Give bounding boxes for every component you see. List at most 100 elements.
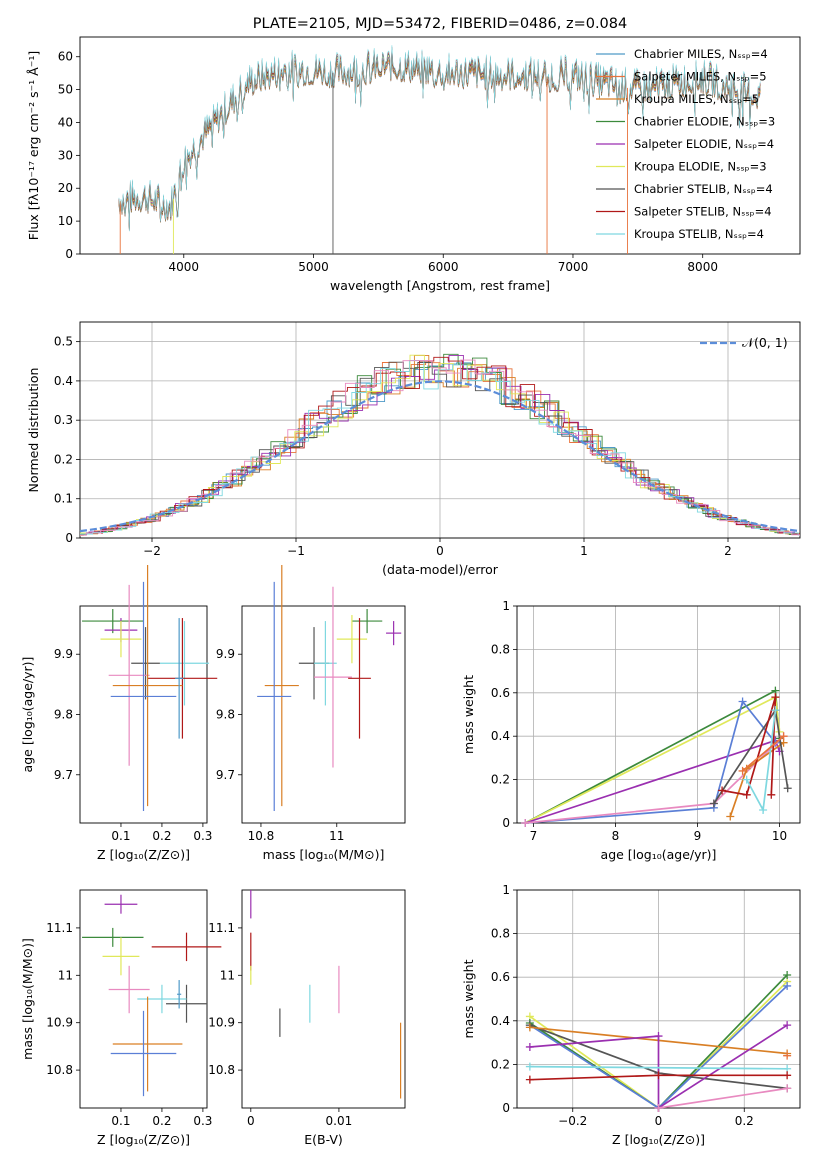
- y-axis-label: mass weight: [461, 959, 476, 1038]
- panel-residuals: −2 −1 0 1 2 0 0.1 0.2 0.3 0.4 0.5 (data-model)/erro…: [26, 321, 801, 577]
- y-tick-label: 0.2: [54, 452, 73, 466]
- x-tick-label: 10: [772, 829, 787, 843]
- y-tick-label: 9.7: [216, 768, 235, 782]
- y-tick-label: 0.6: [491, 970, 510, 984]
- x-tick-label: 0.01: [326, 1114, 353, 1128]
- y-tick-label: 10.9: [208, 1016, 235, 1030]
- x-tick-label: 4000: [169, 260, 200, 274]
- y-tick-label: 10: [58, 214, 73, 228]
- y-tick-label: 11.1: [46, 921, 73, 935]
- x-axis-label: E(B-V): [304, 1132, 343, 1147]
- axes-frame: [241, 889, 406, 1109]
- y-tick-label: 60: [58, 50, 73, 64]
- panel-mass-age: 10.8 11 9.7 9.8 9.9 mass [log₁₀(M/M⊙)]: [216, 565, 406, 862]
- y-tick-label: 11.1: [208, 921, 235, 935]
- series-marker: [718, 786, 727, 795]
- x-tick-label: 7: [530, 829, 538, 843]
- series-line: [529, 1065, 788, 1070]
- y-tick-label: 0: [65, 247, 73, 261]
- y-tick-label: 0.4: [491, 729, 510, 743]
- series-marker: [783, 1084, 792, 1093]
- x-tick-label: 0: [436, 544, 444, 558]
- x-tick-label: 5000: [298, 260, 329, 274]
- y-tick-label: 1: [502, 883, 510, 897]
- y-tick-label: 0: [502, 1101, 510, 1115]
- y-tick-label: 0.4: [54, 374, 73, 388]
- x-tick-label: 0.2: [735, 1114, 754, 1128]
- x-tick-label: 9: [694, 829, 702, 843]
- y-tick-label: 0.2: [491, 773, 510, 787]
- x-tick-label: 7000: [558, 260, 589, 274]
- series-marker: [783, 1021, 792, 1030]
- legend-label: Chabrier ELODIE, Nₛₛₚ=3: [634, 115, 775, 129]
- y-axis-label: mass [log₁₀(M/M⊙)]: [20, 938, 35, 1060]
- y-tick-label: 1: [502, 599, 510, 613]
- series-marker: [742, 775, 751, 784]
- x-axis-label: Z [log₁₀(Z/Z⊙)]: [97, 847, 190, 862]
- y-tick-label: 0.1: [54, 492, 73, 506]
- series-marker: [783, 971, 792, 980]
- histogram-step: [80, 359, 800, 536]
- series-marker: [738, 766, 747, 775]
- x-tick-label: 8000: [687, 260, 718, 274]
- series-marker: [726, 812, 735, 821]
- series-marker: [767, 790, 776, 799]
- series-marker: [525, 1042, 534, 1051]
- y-tick-label: 40: [58, 115, 73, 129]
- y-axis-label: mass weight: [461, 675, 476, 754]
- y-tick-label: 0.8: [491, 927, 510, 941]
- panel-age-weight: 7 8 9 10 0 0.2 0.4 0.6 0.8 1 age [log₁₀(age/yr)] ma…: [461, 599, 801, 862]
- x-tick-label: 0: [655, 1114, 663, 1128]
- x-tick-label: −0.2: [558, 1114, 587, 1128]
- series-marker: [783, 784, 792, 793]
- x-tick-label: 10.8: [248, 829, 275, 843]
- y-tick-label: 9.9: [216, 647, 235, 661]
- legend-label: Kroupa MILES, Nₛₛₚ=5: [634, 92, 759, 106]
- y-tick-label: 0: [65, 531, 73, 545]
- x-tick-label: 0.3: [193, 829, 212, 843]
- spectrum-line: [118, 45, 761, 232]
- x-tick-label: −1: [287, 544, 305, 558]
- series-marker: [521, 819, 530, 827]
- series-marker: [742, 790, 751, 799]
- panel-spectrum: 4000 5000 6000 7000 8000 0 10 20 30 40 50 60 wavelen…: [26, 16, 801, 293]
- series-line: [524, 695, 781, 824]
- y-tick-label: 9.8: [54, 708, 73, 722]
- y-tick-label: 10.8: [208, 1063, 235, 1077]
- series-marker: [525, 1062, 534, 1071]
- series-marker: [783, 1051, 792, 1060]
- x-axis-label: Z [log₁₀(Z/Z⊙)]: [612, 1132, 705, 1147]
- y-tick-label: 50: [58, 83, 73, 97]
- legend-label: Kroupa STELIB, Nₛₛₚ=4: [634, 227, 764, 241]
- y-tick-label: 10.9: [46, 1016, 73, 1030]
- series-marker: [771, 706, 780, 715]
- series-marker: [738, 697, 747, 706]
- series-line: [742, 735, 785, 772]
- legend-label: Salpeter STELIB, Nₛₛₚ=4: [634, 205, 772, 219]
- panel-z-mass: 0.1 0.2 0.3 10.8 10.9 11 11.1 Z [log₁₀(Z/Z⊙)] ma…: [20, 889, 222, 1147]
- x-tick-label: 0.2: [152, 829, 171, 843]
- gaussian-curve: [79, 380, 801, 533]
- series-marker: [783, 981, 792, 990]
- x-axis-label: age [log₁₀(age/yr)]: [601, 847, 717, 862]
- y-tick-label: 0.5: [54, 335, 73, 349]
- y-axis-label: Normed distribution: [26, 368, 41, 493]
- x-tick-label: 0.3: [193, 1114, 212, 1128]
- x-axis-label: Z [log₁₀(Z/Z⊙)]: [97, 1132, 190, 1147]
- x-tick-label: 0.1: [111, 1114, 130, 1128]
- series-marker: [709, 799, 718, 808]
- series-marker: [759, 805, 768, 814]
- series-marker: [654, 1071, 663, 1080]
- y-tick-label: 11: [58, 968, 73, 982]
- legend-label: 𝒩(0, 1): [742, 335, 788, 350]
- x-tick-label: 0.1: [111, 829, 130, 843]
- y-tick-label: 9.7: [54, 768, 73, 782]
- y-tick-label: 0.4: [491, 1014, 510, 1028]
- x-tick-label: 0: [247, 1114, 255, 1128]
- y-tick-label: 9.8: [216, 708, 235, 722]
- x-tick-label: 2: [724, 544, 732, 558]
- panel-z-weight: −0.2 0 0.2 0 0.2 0.4 0.6 0.8 1 Z [log₁₀(Z/Z⊙)] mas…: [461, 883, 801, 1147]
- x-axis-label: wavelength [Angstrom, rest frame]: [330, 278, 550, 293]
- y-tick-label: 0.3: [54, 413, 73, 427]
